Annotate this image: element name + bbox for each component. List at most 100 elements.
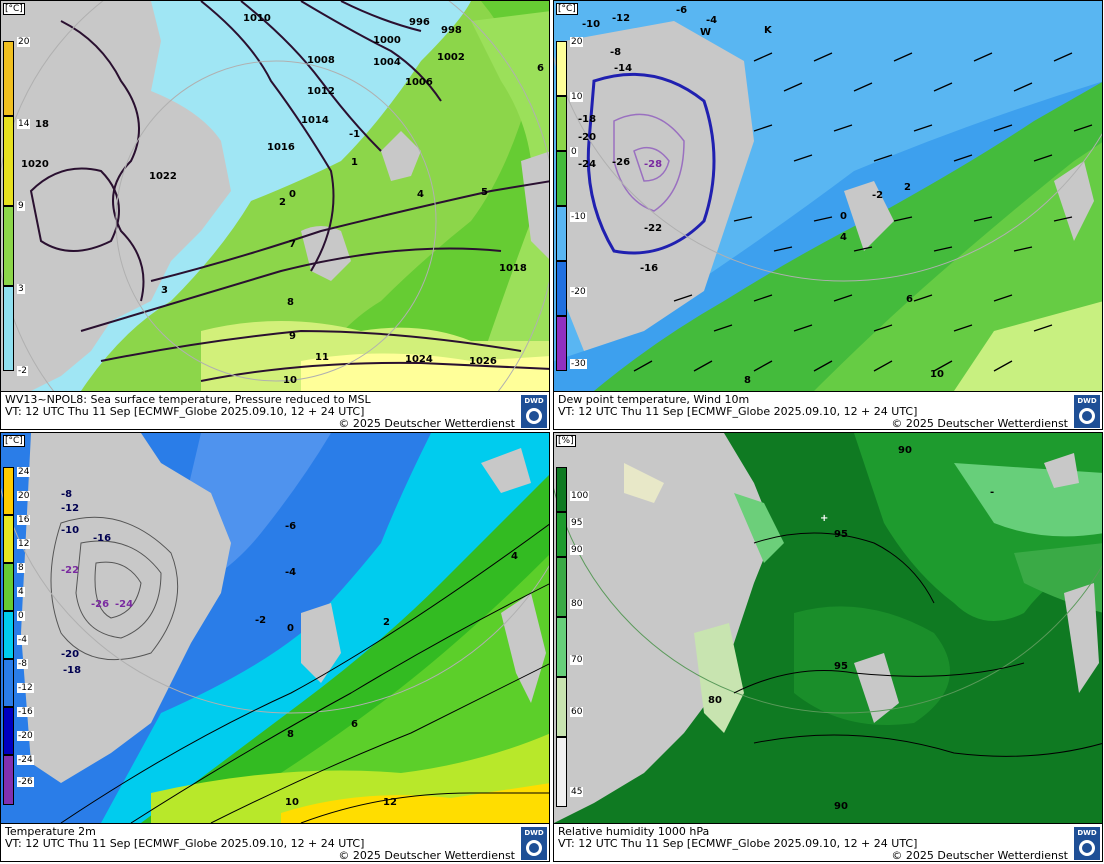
t2m-legend-swatch bbox=[3, 611, 14, 659]
isobar-label: 1020 bbox=[21, 159, 49, 170]
isobar-label: 1006 bbox=[405, 77, 433, 88]
t2m-legend-swatch bbox=[3, 467, 14, 515]
t2m-legend-tick: 8 bbox=[17, 563, 25, 573]
map-sst-mslp-graphic bbox=[1, 1, 549, 391]
isobar-label: 1004 bbox=[373, 57, 401, 68]
panel-valid-time: VT: 12 UTC Thu 11 Sep [ECMWF_Globe 2025.… bbox=[558, 405, 918, 418]
rh-value-label: 95 bbox=[834, 529, 848, 540]
dewpoint-value-label: 4 bbox=[840, 232, 847, 243]
rh-marker: + bbox=[820, 513, 829, 524]
dewpoint-value-label: -18 bbox=[578, 114, 597, 125]
panel-copyright: © 2025 Deutscher Wetterdienst bbox=[338, 849, 515, 862]
dwd-logo-text: DWD bbox=[524, 829, 544, 837]
rh-marker: - bbox=[990, 487, 995, 498]
dewpoint-unit-label: [°C] bbox=[556, 3, 578, 15]
dewpoint-value-label: 10 bbox=[930, 369, 944, 380]
map-dewpoint-graphic bbox=[554, 1, 1102, 391]
isobar-label: 1016 bbox=[267, 142, 295, 153]
t2m-legend-tick: -12 bbox=[17, 683, 34, 693]
t2m-value-label: -22 bbox=[61, 565, 80, 576]
sst-value-label: 4 bbox=[417, 189, 424, 200]
t2m-value-label: 12 bbox=[383, 797, 397, 808]
t2m-value-label: -16 bbox=[93, 533, 112, 544]
panel-valid-time: VT: 12 UTC Thu 11 Sep [ECMWF_Globe 2025.… bbox=[5, 405, 365, 418]
wind-station-label: K bbox=[764, 25, 772, 36]
isobar-label: 998 bbox=[441, 25, 462, 36]
t2m-legend-tick: 4 bbox=[17, 587, 25, 597]
dwd-logo: DWD bbox=[521, 827, 547, 860]
panel-relative-humidity: [%] 100 95 90 80 70 60 45 90 95 95 90 80 bbox=[553, 432, 1103, 862]
panel-title: Relative humidity 1000 hPa bbox=[558, 825, 710, 838]
sst-unit-label: [°C] bbox=[3, 3, 25, 15]
sst-legend-tick: 3 bbox=[17, 284, 25, 294]
panel-copyright: © 2025 Deutscher Wetterdienst bbox=[891, 849, 1068, 862]
isobar-label: 1002 bbox=[437, 52, 465, 63]
isobar-label: 1024 bbox=[405, 354, 433, 365]
t2m-value-label: -4 bbox=[285, 567, 297, 578]
t2m-value-label: -2 bbox=[255, 615, 267, 626]
t2m-legend-tick: 12 bbox=[17, 539, 31, 549]
t2m-legend-tick: -4 bbox=[17, 635, 28, 645]
caption-temperature-2m: Temperature 2m VT: 12 UTC Thu 11 Sep [EC… bbox=[1, 823, 549, 862]
t2m-value-label: 2 bbox=[383, 617, 390, 628]
rh-legend-swatch bbox=[556, 512, 567, 557]
sst-value-label: 6 bbox=[537, 63, 544, 74]
dewpoint-value-label: -26 bbox=[612, 157, 631, 168]
dewpoint-value-label: -12 bbox=[612, 13, 631, 24]
rh-value-label: 90 bbox=[834, 801, 848, 812]
rh-legend-tick: 60 bbox=[570, 707, 584, 717]
rh-legend-tick: 90 bbox=[570, 545, 584, 555]
sst-value-label: 8 bbox=[287, 297, 294, 308]
dewpoint-legend-swatch bbox=[556, 316, 567, 371]
dwd-logo: DWD bbox=[1074, 395, 1100, 428]
dwd-swirl-icon bbox=[526, 840, 542, 856]
caption-relative-humidity: Relative humidity 1000 hPa VT: 12 UTC Th… bbox=[554, 823, 1102, 862]
t2m-value-label: 8 bbox=[287, 729, 294, 740]
sst-value-label: 9 bbox=[289, 331, 296, 342]
dewpoint-legend-tick: 10 bbox=[570, 92, 584, 102]
dewpoint-value-label: -8 bbox=[610, 47, 622, 58]
sst-value-label: -1 bbox=[349, 129, 361, 140]
t2m-legend-tick: -16 bbox=[17, 707, 34, 717]
t2m-legend-tick: 0 bbox=[17, 611, 25, 621]
dwd-logo-text: DWD bbox=[524, 397, 544, 405]
t2m-value-label: -6 bbox=[285, 521, 297, 532]
sst-value-label: 1 bbox=[351, 157, 358, 168]
dwd-logo: DWD bbox=[1074, 827, 1100, 860]
rh-legend-swatch bbox=[556, 467, 567, 512]
sst-legend-tick: 14 bbox=[17, 119, 31, 129]
sst-value-label: 3 bbox=[161, 285, 168, 296]
dewpoint-legend-tick: 0 bbox=[570, 147, 578, 157]
t2m-legend-tick: 16 bbox=[17, 515, 31, 525]
rh-value-label: 90 bbox=[898, 445, 912, 456]
dewpoint-value-label: -28 bbox=[644, 159, 663, 170]
rh-unit-label: [%] bbox=[556, 435, 576, 447]
isobar-label: 996 bbox=[409, 17, 430, 28]
rh-legend-swatch bbox=[556, 677, 567, 737]
panel-valid-time: VT: 12 UTC Thu 11 Sep [ECMWF_Globe 2025.… bbox=[558, 837, 918, 850]
t2m-value-label: -20 bbox=[61, 649, 80, 660]
panel-sst-mslp: [°C] 20 14 9 3 -2 1010 996 998 1000 1002… bbox=[0, 0, 550, 430]
dewpoint-value-label: -20 bbox=[578, 132, 597, 143]
panel-title: Dew point temperature, Wind 10m bbox=[558, 393, 750, 406]
dewpoint-legend-swatch bbox=[556, 96, 567, 151]
t2m-value-label: -26 bbox=[91, 599, 110, 610]
dewpoint-value-label: 2 bbox=[904, 182, 911, 193]
sst-legend-tick: 20 bbox=[17, 37, 31, 47]
t2m-value-label: 4 bbox=[511, 551, 518, 562]
sst-value-label: 18 bbox=[35, 119, 49, 130]
map-rh-graphic bbox=[554, 433, 1102, 823]
dwd-logo-text: DWD bbox=[1077, 829, 1097, 837]
isobar-label: 1008 bbox=[307, 55, 335, 66]
panel-copyright: © 2025 Deutscher Wetterdienst bbox=[891, 417, 1068, 430]
sst-legend-tick: -2 bbox=[17, 366, 28, 376]
map-temperature-2m: [°C] 24 20 16 12 8 4 0 -4 -8 -12 -16 bbox=[1, 433, 549, 823]
t2m-value-label: 6 bbox=[351, 719, 358, 730]
t2m-legend-swatch bbox=[3, 707, 14, 755]
dwd-logo: DWD bbox=[521, 395, 547, 428]
rh-legend-swatch bbox=[556, 557, 567, 617]
dwd-logo-text: DWD bbox=[1077, 397, 1097, 405]
t2m-legend-swatch bbox=[3, 563, 14, 611]
rh-legend-tick: 100 bbox=[570, 491, 590, 501]
isobar-label: 1026 bbox=[469, 356, 497, 367]
